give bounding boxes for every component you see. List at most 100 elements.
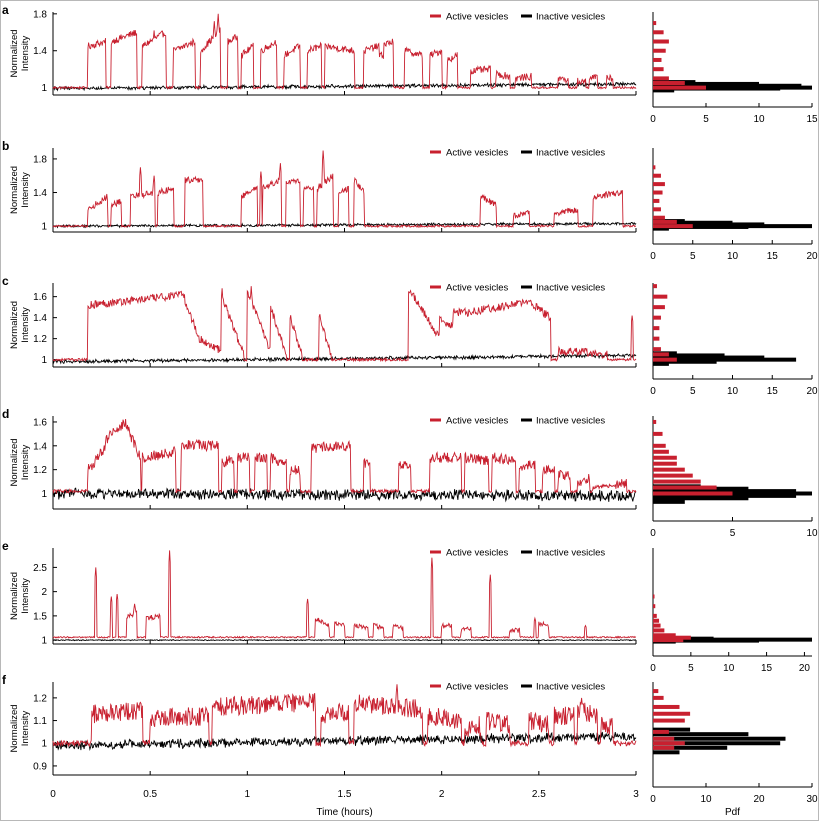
hist-bar-inactive bbox=[653, 499, 685, 504]
hist-x-tick-label: 5 bbox=[703, 114, 709, 125]
x-tick-label: 1.5 bbox=[338, 789, 352, 800]
y-tick-label: 1 bbox=[41, 489, 47, 500]
hist-bar-inactive bbox=[653, 741, 781, 746]
y-tick-label: 1.1 bbox=[33, 716, 47, 727]
y-tick-label: 1 bbox=[41, 355, 47, 366]
hist-bar-inactive bbox=[653, 220, 733, 225]
hist-bar-inactive bbox=[653, 750, 680, 755]
hist-x-tick-label: 0 bbox=[650, 386, 656, 397]
legend-label-inactive: Inactive vesicles bbox=[536, 548, 605, 559]
hist-bar-active bbox=[653, 745, 675, 750]
legend-label-active: Active vesicles bbox=[446, 12, 509, 23]
y-axis-label-line1: Normalized bbox=[9, 704, 20, 752]
legend-label-active: Active vesicles bbox=[446, 416, 509, 427]
hist-bar-inactive bbox=[653, 81, 759, 86]
hist-x-tick-label: 20 bbox=[753, 794, 765, 805]
hist-bar-active bbox=[653, 48, 666, 53]
hist-x-tick-label: 0 bbox=[650, 663, 656, 674]
hist-bar-active bbox=[653, 165, 656, 170]
hist-bar-active bbox=[653, 182, 665, 187]
series-line-inactive bbox=[52, 221, 637, 229]
y-tick-label: 1.4 bbox=[33, 313, 47, 324]
hist-bar-inactive bbox=[653, 355, 765, 360]
y-axis-label-line1: Normalized bbox=[9, 166, 20, 214]
hist-bar-active bbox=[653, 491, 733, 496]
panel-label: e bbox=[2, 539, 9, 553]
y-tick-label: 1.2 bbox=[33, 693, 47, 704]
series-line-active bbox=[52, 684, 637, 748]
hist-bar-active bbox=[653, 633, 676, 638]
hist-x-tick-label: 30 bbox=[806, 794, 818, 805]
panel-label: c bbox=[2, 274, 9, 288]
hist-bar-active bbox=[653, 336, 660, 341]
y-axis-label-line2: Intensity bbox=[20, 711, 31, 747]
series-line-active bbox=[52, 286, 637, 363]
y-tick-label: 1.4 bbox=[33, 46, 47, 57]
y-tick-label: 2 bbox=[41, 587, 47, 598]
hist-bar-inactive bbox=[653, 745, 728, 750]
hist-bar-inactive bbox=[653, 496, 749, 501]
hist-bar-active bbox=[653, 718, 685, 723]
hist-bar-active bbox=[653, 689, 659, 694]
panel-label: f bbox=[2, 673, 7, 687]
hist-x-tick-label: 10 bbox=[700, 794, 712, 805]
hist-x-tick-label: 15 bbox=[767, 251, 779, 262]
series-line-active bbox=[52, 550, 637, 640]
y-tick-label: 1 bbox=[41, 83, 47, 94]
hist-x-tick-label: 10 bbox=[727, 386, 739, 397]
hist-bar-active bbox=[653, 419, 657, 424]
legend-label-active: Active vesicles bbox=[446, 682, 509, 693]
panel-label: d bbox=[2, 407, 9, 421]
legend-label-inactive: Inactive vesicles bbox=[536, 682, 605, 693]
hist-x-tick-label: 20 bbox=[806, 251, 818, 262]
hist-bar-active bbox=[653, 215, 665, 220]
hist-bar-active bbox=[653, 224, 693, 229]
hist-x-tick-label: 20 bbox=[806, 386, 818, 397]
y-tick-label: 1.4 bbox=[33, 441, 47, 452]
legend-label-active: Active vesicles bbox=[446, 148, 509, 159]
y-axis-label: Normalized Intensity bbox=[9, 704, 31, 752]
hist-x-tick-label: 0 bbox=[650, 251, 656, 262]
x-tick-label: 1 bbox=[245, 789, 251, 800]
panel-label: b bbox=[2, 139, 9, 153]
y-tick-label: 1.2 bbox=[33, 334, 47, 345]
hist-bar-inactive bbox=[653, 732, 749, 737]
legend-label-inactive: Inactive vesicles bbox=[536, 148, 605, 159]
y-axis-label-line1: Normalized bbox=[9, 29, 20, 77]
hist-bar-active bbox=[653, 326, 660, 331]
hist-bar-inactive bbox=[653, 357, 797, 362]
y-axis-label-line2: Intensity bbox=[20, 445, 31, 481]
series-line-inactive bbox=[52, 487, 637, 503]
hist-bar-active bbox=[653, 479, 701, 484]
series-line-inactive bbox=[52, 352, 637, 365]
hist-bar-active bbox=[653, 638, 684, 643]
hist-x-tick-label: 15 bbox=[767, 386, 779, 397]
hist-bar-active bbox=[653, 21, 657, 26]
hist-bar-active bbox=[653, 741, 685, 746]
hist-bar-active bbox=[653, 294, 668, 299]
hist-bar-active bbox=[653, 190, 663, 195]
y-tick-label: 1 bbox=[41, 739, 47, 750]
hist-x-tick-label: 0 bbox=[650, 794, 656, 805]
hist-x-tick-label: 5 bbox=[690, 251, 696, 262]
y-tick-label: 1.4 bbox=[33, 188, 47, 199]
hist-bar-inactive bbox=[653, 361, 669, 366]
y-axis-label-line2: Intensity bbox=[20, 578, 31, 614]
hist-bar-active bbox=[653, 305, 665, 310]
hist-x-tick-label: 15 bbox=[806, 114, 818, 125]
series-line-inactive bbox=[52, 80, 637, 92]
hist-bar-active bbox=[653, 623, 661, 628]
hist-bar-active bbox=[653, 635, 691, 640]
hist-x-tick-label: 5 bbox=[730, 528, 736, 539]
hist-bar-active bbox=[653, 207, 661, 212]
hist-bar-active bbox=[653, 352, 669, 357]
hist-bar-active bbox=[653, 198, 660, 203]
hist-bar-active bbox=[653, 449, 669, 454]
hist-bar-active bbox=[653, 357, 677, 362]
hist-bar-active bbox=[653, 85, 706, 90]
y-axis-label: Normalized Intensity bbox=[9, 438, 31, 486]
